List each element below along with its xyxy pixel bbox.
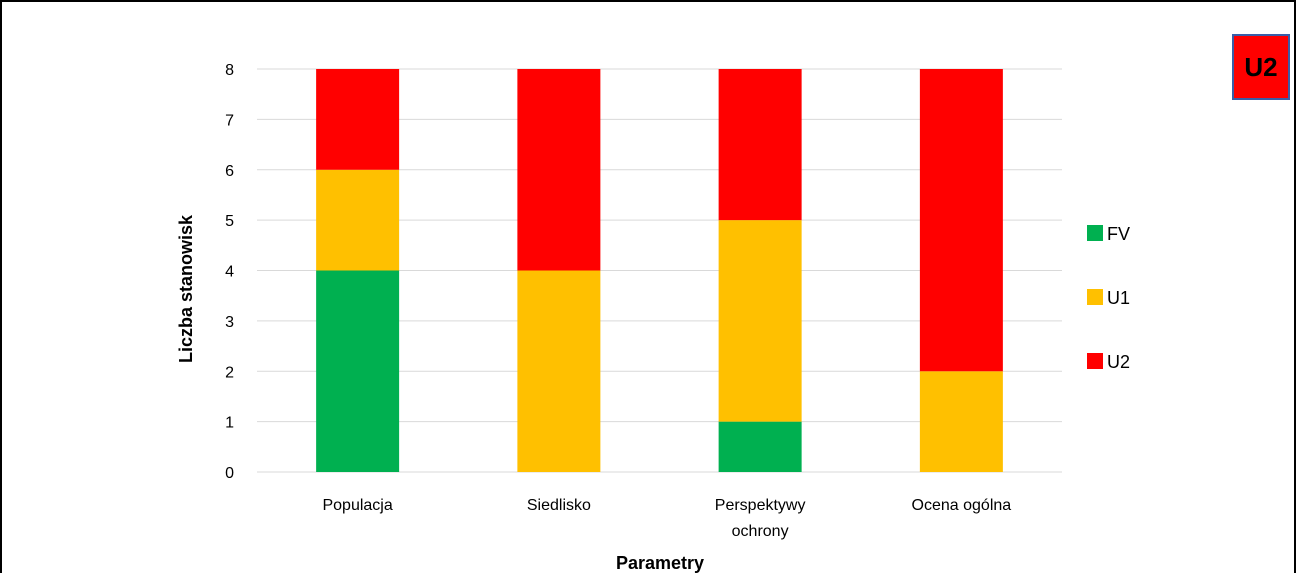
- legend-label: FV: [1107, 224, 1130, 244]
- y-tick-label: 4: [225, 264, 234, 281]
- bar-segment: [919, 371, 1003, 472]
- y-tick-labels: 0 1 2 3 4 5 6 7 8: [225, 62, 234, 482]
- x-tick-label: ochrony: [732, 523, 789, 540]
- y-tick-label: 5: [225, 213, 234, 230]
- x-tick-label: Perspektywy: [715, 497, 806, 514]
- status-badge: U2: [1232, 34, 1290, 100]
- bar-segment: [718, 69, 802, 221]
- y-axis-title: Liczba stanowisk: [176, 214, 196, 363]
- legend-swatch: [1087, 289, 1103, 305]
- y-tick-label: 7: [225, 112, 234, 129]
- bar-segment: [316, 270, 400, 472]
- y-tick-label: 2: [225, 364, 234, 381]
- x-tick-labels: Populacja Siedlisko Perspektywy ochrony Ocen…: [322, 497, 1011, 540]
- bar-segment: [718, 220, 802, 422]
- y-tick-label: 6: [225, 163, 234, 180]
- bar-segment: [919, 69, 1003, 372]
- legend-label: U1: [1107, 288, 1130, 308]
- legend-swatch: [1087, 353, 1103, 369]
- y-tick-label: 8: [225, 62, 234, 79]
- bar-segment: [316, 169, 400, 271]
- x-tick-label: Populacja: [322, 497, 392, 514]
- x-axis-title: Parametry: [616, 553, 704, 573]
- y-tick-label: 1: [225, 415, 234, 432]
- bar-segment: [517, 69, 601, 271]
- bar-segment: [718, 421, 802, 472]
- legend-label: U2: [1107, 352, 1130, 372]
- legend-swatch: [1087, 225, 1103, 241]
- x-tick-label: Siedlisko: [527, 497, 591, 514]
- y-tick-label: 3: [225, 314, 234, 331]
- legend: FV U1 U2: [1087, 224, 1130, 372]
- y-tick-label: 0: [225, 465, 234, 482]
- bar-segment: [316, 69, 400, 170]
- x-tick-label: Ocena ogólna: [912, 497, 1012, 514]
- bars: [316, 69, 1003, 472]
- bar-segment: [517, 270, 601, 472]
